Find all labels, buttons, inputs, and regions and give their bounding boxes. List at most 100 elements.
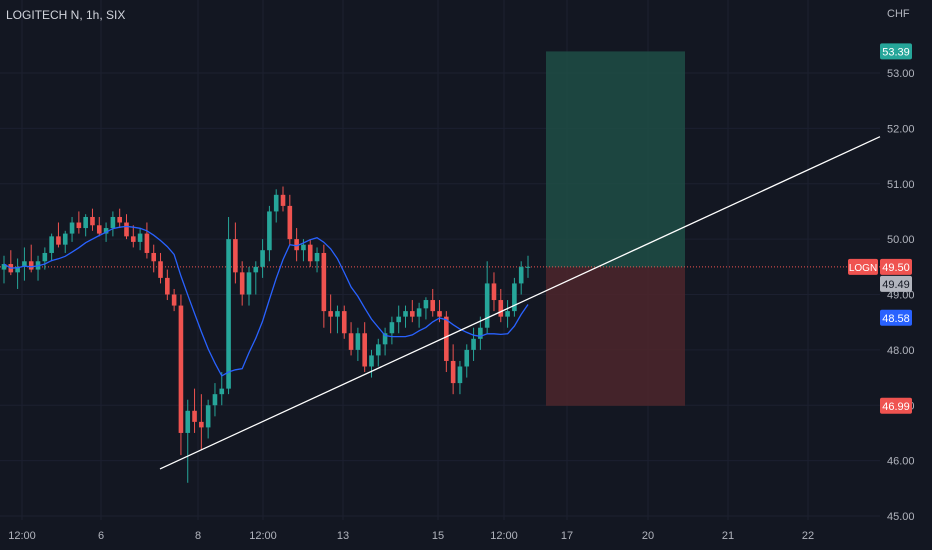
price-tick-label: 50.00: [887, 234, 915, 246]
candle[interactable]: [457, 366, 463, 384]
candle[interactable]: [171, 294, 177, 306]
candle[interactable]: [423, 300, 429, 309]
price-tick-label: 46.00: [887, 456, 915, 468]
time-tick-label: 12:00: [490, 530, 518, 542]
candle[interactable]: [103, 228, 109, 234]
candle[interactable]: [348, 333, 354, 350]
candle[interactable]: [273, 194, 279, 212]
candle[interactable]: [267, 211, 272, 251]
candle[interactable]: [307, 244, 313, 262]
candle[interactable]: [56, 236, 61, 245]
candle[interactable]: [437, 311, 442, 317]
candle[interactable]: [158, 261, 163, 278]
candle[interactable]: [42, 252, 48, 262]
candle[interactable]: [444, 316, 449, 361]
candle[interactable]: [498, 300, 504, 317]
candle[interactable]: [410, 311, 415, 317]
candle[interactable]: [430, 300, 436, 312]
candle[interactable]: [246, 272, 252, 295]
candle[interactable]: [15, 266, 20, 273]
candle[interactable]: [28, 261, 34, 270]
candle[interactable]: [382, 333, 388, 345]
last-price-label-bg: [880, 258, 912, 275]
price-tick-label: 45.00: [887, 511, 915, 523]
candle[interactable]: [233, 239, 238, 273]
candle[interactable]: [314, 252, 320, 262]
candle[interactable]: [525, 266, 531, 268]
candle[interactable]: [518, 266, 524, 284]
candle[interactable]: [464, 349, 470, 367]
candle[interactable]: [212, 394, 218, 406]
candle[interactable]: [335, 311, 340, 317]
candle[interactable]: [389, 322, 395, 334]
candle[interactable]: [22, 261, 27, 267]
candle[interactable]: [328, 311, 333, 317]
candle[interactable]: [396, 316, 402, 323]
stop-price-label-bg: [880, 397, 912, 414]
candle[interactable]: [403, 311, 408, 317]
candle[interactable]: [239, 272, 245, 295]
price-labels: 53.39 49.50 48.58 46.99 49.49 LOGN: [848, 43, 912, 414]
candle[interactable]: [375, 344, 381, 356]
candle[interactable]: [287, 205, 293, 240]
candle[interactable]: [192, 410, 197, 422]
target-price-label: 53.39: [882, 46, 910, 58]
price-axis: 45.0046.0047.0048.0049.0050.0051.0052.00…: [887, 68, 915, 523]
candle[interactable]: [124, 222, 129, 237]
candle[interactable]: [478, 327, 483, 339]
candle[interactable]: [137, 233, 143, 242]
time-tick-label: 13: [337, 530, 349, 542]
candle[interactable]: [301, 244, 306, 251]
candle[interactable]: [1, 264, 7, 270]
candle[interactable]: [341, 311, 347, 334]
candle[interactable]: [117, 216, 122, 223]
candle[interactable]: [294, 239, 299, 251]
profit-zone[interactable]: [546, 51, 685, 268]
ticker-badge-bg: [848, 258, 878, 275]
candle[interactable]: [151, 252, 157, 262]
candle[interactable]: [144, 233, 150, 253]
candle[interactable]: [178, 305, 184, 433]
candle[interactable]: [76, 222, 82, 229]
candle[interactable]: [205, 405, 211, 428]
candle[interactable]: [96, 225, 102, 234]
candle[interactable]: [110, 216, 116, 229]
candle[interactable]: [491, 283, 497, 301]
candle[interactable]: [280, 194, 286, 206]
candle[interactable]: [69, 222, 75, 234]
candle[interactable]: [90, 216, 95, 226]
trendline[interactable]: [159, 136, 881, 470]
time-tick-label: 12:00: [8, 530, 36, 542]
time-axis: 12:00 6 8 12:00 13 15 12:00 17 20 21 22: [8, 530, 814, 542]
candle[interactable]: [165, 277, 170, 295]
price-tick-label: 48.00: [887, 345, 915, 357]
candle[interactable]: [362, 333, 367, 367]
candle[interactable]: [505, 311, 510, 317]
candle[interactable]: [185, 410, 191, 433]
candle[interactable]: [260, 250, 265, 267]
chart-grid: [0, 0, 880, 520]
candle[interactable]: [416, 308, 422, 317]
candle[interactable]: [130, 236, 136, 242]
candle[interactable]: [321, 252, 327, 312]
last-price-label: 49.50: [882, 262, 910, 274]
candle[interactable]: [49, 236, 54, 253]
candle[interactable]: [83, 216, 88, 229]
loss-zone[interactable]: [546, 267, 685, 406]
symbol-title[interactable]: LOGITECH N, 1h, SIX: [6, 8, 126, 22]
candle[interactable]: [253, 266, 259, 273]
time-tick-label: 17: [561, 530, 573, 542]
candle[interactable]: [355, 333, 361, 350]
candle[interactable]: [226, 239, 231, 389]
candle[interactable]: [219, 388, 225, 395]
candle[interactable]: [512, 283, 517, 312]
candle[interactable]: [199, 421, 204, 428]
candle[interactable]: [471, 338, 476, 350]
candle[interactable]: [369, 355, 374, 367]
candle[interactable]: [62, 233, 68, 245]
candle[interactable]: [450, 360, 456, 384]
target-price-label-bg: [880, 43, 912, 60]
time-tick-label: 15: [432, 530, 444, 542]
candle[interactable]: [484, 283, 490, 328]
